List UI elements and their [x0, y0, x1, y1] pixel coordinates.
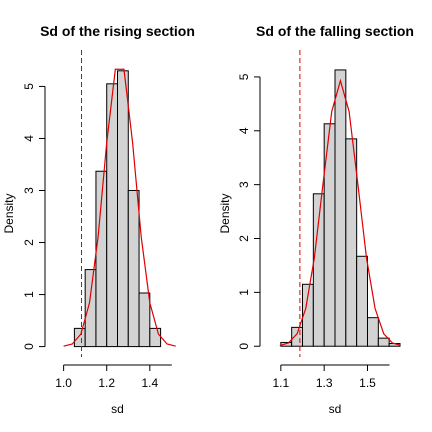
panel: Sd of the falling section 0 1 2 3 4 5 1.1 1.3 1.5…: [218, 23, 414, 416]
y-tick-label: 5: [237, 73, 251, 80]
histogram-bar: [73, 327, 86, 348]
x-tick-label: 1.0: [55, 376, 72, 390]
chart-title: Sd of the rising section: [40, 23, 195, 39]
histogram-bar: [377, 337, 390, 347]
x-axis-label: sd: [111, 402, 124, 416]
panel: Sd of the rising section 0 1 2 3 4 5 1.0 1.2 1.4 s…: [2, 23, 195, 416]
y-tick-label: 2: [237, 235, 251, 242]
x-tick-label: 1.3: [316, 376, 333, 390]
histogram-bar: [334, 69, 347, 347]
y-axis-label: Density: [2, 193, 16, 233]
y-tick-label: 2: [22, 239, 36, 246]
y-tick-label: 0: [22, 343, 36, 350]
histogram-bar: [345, 138, 358, 347]
y-tick-label: 4: [22, 135, 36, 142]
y-tick-label: 3: [237, 181, 251, 188]
x-tick-label: 1.1: [272, 376, 289, 390]
y-axis-label: Density: [218, 193, 232, 233]
histogram-bar: [291, 326, 303, 347]
y-tick-label: 1: [22, 291, 36, 298]
histogram-bar: [356, 255, 368, 347]
chart-title: Sd of the falling section: [256, 23, 414, 39]
y-tick-label: 4: [237, 127, 251, 134]
histogram-bar: [117, 70, 129, 348]
x-tick-label: 1.5: [359, 376, 376, 390]
y-tick-label: 3: [22, 187, 36, 194]
histogram-bar: [138, 292, 151, 348]
histogram-bar: [84, 269, 97, 348]
y-tick-label: 1: [237, 289, 251, 296]
x-tick-label: 1.4: [141, 376, 158, 390]
x-axis-label: sd: [329, 402, 342, 416]
histogram-bar: [106, 83, 118, 348]
y-tick-label: 5: [22, 83, 36, 90]
histogram-bar: [149, 327, 162, 348]
x-tick-label: 1.2: [98, 376, 115, 390]
y-tick-label: 0: [237, 343, 251, 350]
histogram-bar: [367, 317, 379, 347]
histogram-bar: [127, 189, 140, 348]
density-curve: [63, 68, 176, 347]
